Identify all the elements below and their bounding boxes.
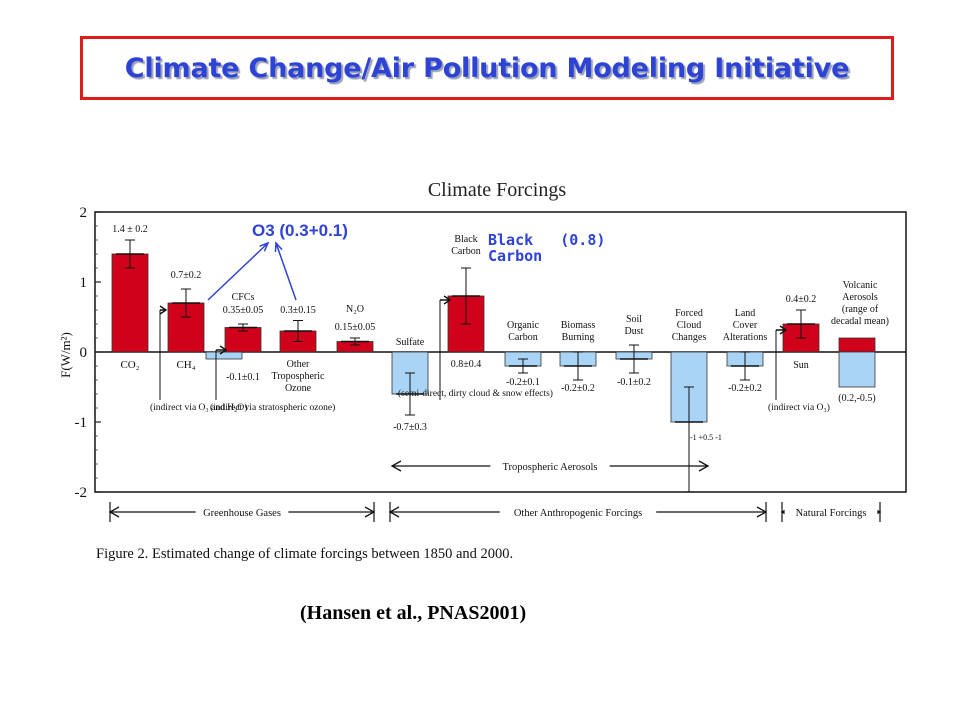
indirect-note: (indirect via stratospheric ozone) (210, 402, 335, 413)
y-tick-label: 2 (80, 205, 88, 221)
o3-annotation: O3 (0.3+0.1) (252, 221, 348, 240)
category-label: Organic (507, 320, 540, 331)
category-label: Carbon (451, 246, 480, 257)
category-label: CH₄ (176, 359, 195, 371)
value-label: 0.7±0.2 (171, 270, 202, 281)
category-label: Black (454, 234, 477, 245)
category-label: Cloud (677, 320, 701, 331)
category-label: Carbon (508, 332, 537, 343)
value-label: -0.7±0.3 (393, 422, 427, 433)
y-tick-label: -1 (75, 415, 88, 431)
citation: (Hansen et al., PNAS2001) (300, 602, 527, 624)
category-label: Forced (675, 308, 703, 319)
category-label: Other (287, 359, 310, 370)
group-tropospheric-aerosols-left-head (390, 460, 402, 472)
category-label: Cover (733, 320, 758, 331)
group-natural-forcings-label: Natural Forcings (796, 508, 867, 519)
category-label: decadal mean) (831, 316, 889, 327)
o3-arrow-right-head (274, 241, 283, 253)
category-label: Soil (626, 314, 642, 325)
group-other-anthropogenic-label-bg (499, 504, 657, 518)
category-label: Aerosols (842, 292, 878, 303)
value-label: 0.35±0.05 (223, 305, 264, 316)
value-label: 0.8±0.4 (451, 359, 482, 370)
value-label: -0.2±0.2 (561, 383, 595, 394)
category-label: Ozone (285, 383, 312, 394)
indirect-note: (indirect via O₃ and H₂O) (150, 402, 247, 413)
category-label: Sun (793, 360, 809, 371)
category-label: Dust (625, 326, 644, 337)
value-label: -0.1±0.2 (617, 377, 651, 388)
category-label: Sulfate (396, 337, 425, 348)
value-label: -0.2±0.2 (728, 383, 762, 394)
black-carbon-annotation-line2: Carbon (488, 247, 542, 265)
category-label: CFCs (232, 292, 255, 303)
o3-arrow-left-head (259, 241, 270, 252)
y-tick-label: -2 (75, 485, 88, 501)
value-label: -0.1±0.1 (226, 372, 260, 383)
value-label: (0.2,-0.5) (838, 393, 876, 404)
group-natural-forcings-label-bg (784, 504, 878, 518)
category-label: Land (735, 308, 756, 319)
value-label: 0.15±0.05 (335, 322, 376, 333)
bar-13-negative-range (838, 351, 876, 388)
o3-arrow-right (275, 242, 297, 301)
group-greenhouse-gases-label-bg (195, 504, 289, 518)
value-label: 0.4±0.2 (786, 294, 817, 305)
value-label: 0.3±0.15 (280, 305, 316, 316)
category-label: Burning (562, 332, 595, 343)
page-title: Climate Change/Air Pollution Modeling In… (124, 52, 850, 84)
category-label: Tropospheric (272, 371, 326, 382)
title-box: Climate Change/Air Pollution Modeling In… (80, 36, 894, 100)
group-other-anthropogenic-label: Other Anthropogenic Forcings (514, 508, 642, 519)
black-carbon-annotation-line1: Black (0.8) (488, 231, 605, 249)
group-tropospheric-aerosols-right-head (698, 460, 710, 472)
y-axis-label: F(W/m²) (58, 332, 73, 378)
bar-0 (111, 253, 149, 353)
bar-13 (838, 337, 876, 353)
group-tropospheric-aerosols-label: Tropospheric Aerosols (503, 462, 598, 473)
category-label: Volcanic (843, 280, 878, 291)
category-label: N₂O (346, 304, 364, 315)
o3-arrow-left (207, 242, 269, 301)
indirect-arrow-head (440, 295, 452, 305)
group-greenhouse-gases-label: Greenhouse Gases (203, 508, 281, 519)
category-label: Changes (672, 332, 707, 343)
group-tropospheric-aerosols-label-bg (490, 458, 610, 472)
indirect-arrow-head (776, 325, 788, 335)
indirect-note: (indirect via O₃) (768, 402, 830, 413)
figure-caption: Figure 2. Estimated change of climate fo… (96, 546, 513, 562)
category-label: (range of (842, 304, 879, 315)
category-label: Alterations (723, 332, 768, 343)
value-label: -0.2±0.1 (506, 377, 540, 388)
y-tick-label: 1 (80, 275, 88, 291)
category-label: Biomass (561, 320, 596, 331)
indirect-arrow-head (216, 345, 228, 355)
chart-title: Climate Forcings (428, 179, 567, 201)
indirect-note: (semi-direct, dirty cloud & snow effects… (398, 388, 553, 399)
bar-1-secondary (205, 351, 243, 360)
value-label: -1 +0.5 -1 (690, 433, 722, 442)
y-tick-label: 0 (80, 345, 88, 361)
category-label: CO₂ (120, 359, 139, 371)
indirect-arrow-head (159, 305, 168, 315)
value-label: 1.4 ± 0.2 (112, 224, 148, 235)
